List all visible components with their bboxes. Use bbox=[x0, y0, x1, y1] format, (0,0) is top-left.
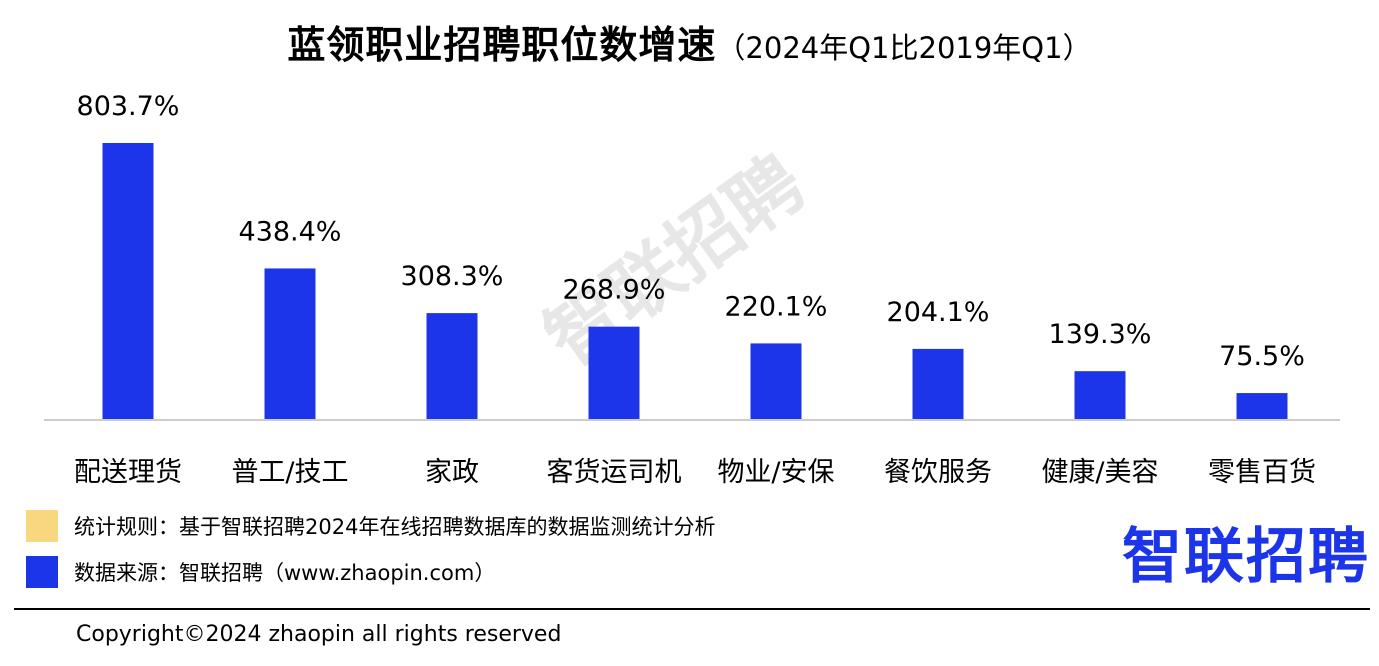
category-label-8: 零售百货 bbox=[1208, 457, 1316, 488]
chart-title-sub: （2024年Q1比2019年Q1） bbox=[716, 31, 1092, 65]
category-label-2: 普工/技工 bbox=[231, 457, 348, 488]
bar-6 bbox=[912, 348, 964, 419]
category-label-7: 健康/美容 bbox=[1041, 457, 1158, 488]
legend-item-rule: 统计规则：基于智联招聘2024年在线招聘数据库的数据监测统计分析 bbox=[26, 510, 715, 542]
data-label-6: 204.1% bbox=[887, 297, 990, 328]
legend-swatch-blue bbox=[26, 556, 58, 588]
bar-4 bbox=[588, 326, 640, 419]
category-label-5: 物业/安保 bbox=[717, 457, 834, 488]
data-label-5: 220.1% bbox=[725, 291, 828, 322]
chart-title: 蓝领职业招聘职位数增速（2024年Q1比2019年Q1） bbox=[0, 14, 1379, 69]
data-label-8: 75.5% bbox=[1219, 341, 1305, 372]
bar-7 bbox=[1074, 371, 1126, 419]
data-label-3: 308.3% bbox=[401, 261, 504, 292]
copyright-text: Copyright©2024 zhaopin all rights reserv… bbox=[76, 622, 562, 647]
bar-1 bbox=[102, 143, 154, 419]
category-label-1: 配送理货 bbox=[74, 457, 182, 488]
data-label-7: 139.3% bbox=[1049, 319, 1152, 350]
footer-divider bbox=[14, 608, 1370, 610]
bar-3 bbox=[426, 313, 478, 419]
category-label-4: 客货运司机 bbox=[547, 457, 682, 488]
data-label-2: 438.4% bbox=[239, 216, 342, 247]
bar-5 bbox=[750, 343, 802, 419]
chart-title-main: 蓝领职业招聘职位数增速 bbox=[287, 23, 717, 67]
legend-swatch-yellow bbox=[26, 510, 58, 542]
legend-label-source: 数据来源：智联招聘（www.zhaopin.com） bbox=[74, 561, 496, 585]
category-label-3: 家政 bbox=[425, 457, 479, 488]
data-label-1: 803.7% bbox=[77, 91, 180, 122]
bar-2 bbox=[264, 268, 316, 419]
zhaopin-logo: 智联招聘 bbox=[1122, 522, 1370, 592]
legend-item-source: 数据来源：智联招聘（www.zhaopin.com） bbox=[26, 556, 495, 588]
legend-label-rule: 统计规则：基于智联招聘2024年在线招聘数据库的数据监测统计分析 bbox=[74, 515, 716, 539]
bar-8 bbox=[1236, 393, 1288, 419]
data-label-4: 268.9% bbox=[563, 275, 666, 306]
category-label-6: 餐饮服务 bbox=[884, 457, 992, 488]
bar-chart: 803.7% 配送理货 438.4% 普工/技工 308.3% 家政 268.9% 客货运司机… bbox=[44, 91, 1340, 488]
